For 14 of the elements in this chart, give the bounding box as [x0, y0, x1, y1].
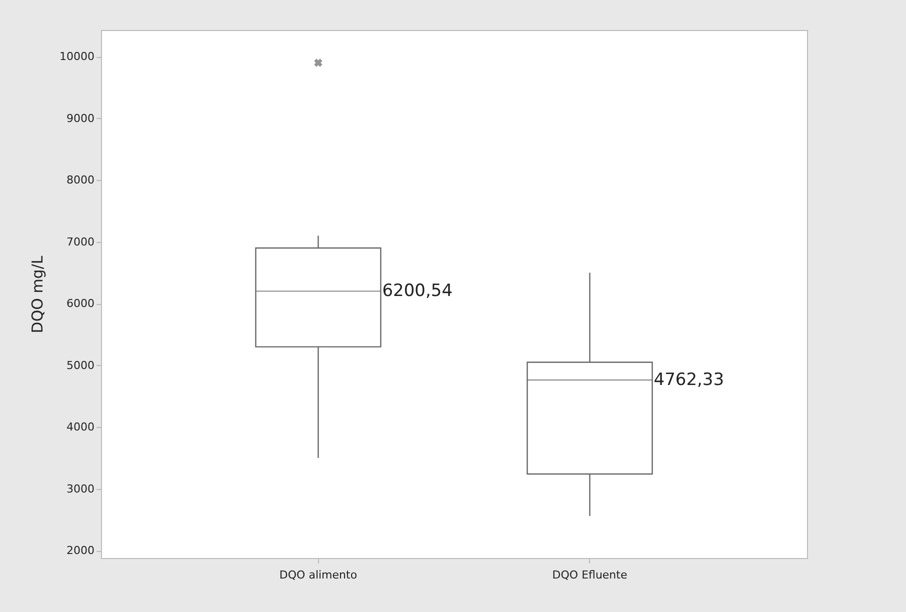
x-tick-label: DQO Efluente [552, 568, 628, 582]
y-tick-label: 5000 [66, 358, 94, 372]
y-axis-title: DQO mg/L [28, 255, 47, 334]
y-tick-label: 4000 [66, 420, 94, 434]
y-tick-label: 8000 [66, 174, 94, 187]
y-tick-label: 6000 [66, 297, 94, 310]
y-tick-label: 7000 [66, 235, 94, 248]
annotation: 6200,54 [382, 281, 453, 302]
y-tick-label: 2000 [66, 544, 94, 558]
annotation: 4762,33 [654, 370, 724, 390]
y-tick-label: 9000 [66, 112, 94, 125]
y-tick-label: 10000 [60, 50, 94, 64]
x-tick-label: DQO alimento [279, 568, 358, 582]
y-tick-label: 3000 [66, 482, 94, 496]
